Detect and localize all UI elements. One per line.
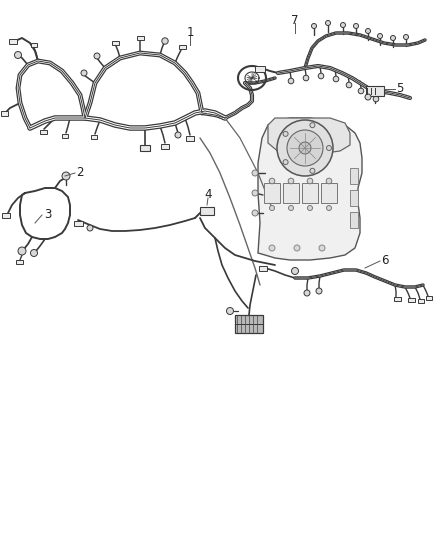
Circle shape [391, 36, 396, 41]
Circle shape [62, 172, 70, 180]
Bar [2, 213, 10, 217]
Bar [15, 260, 22, 264]
Bar [112, 41, 119, 45]
Circle shape [277, 120, 333, 176]
Text: 5: 5 [396, 83, 404, 95]
Bar [259, 265, 267, 271]
Circle shape [326, 146, 332, 150]
Circle shape [288, 178, 294, 184]
Circle shape [175, 132, 181, 138]
Bar [91, 135, 97, 139]
Circle shape [326, 178, 332, 184]
Circle shape [319, 245, 325, 251]
Circle shape [403, 35, 409, 39]
Circle shape [311, 23, 317, 28]
Circle shape [14, 52, 21, 59]
Circle shape [292, 268, 299, 274]
Circle shape [269, 206, 275, 211]
Circle shape [326, 206, 332, 211]
Circle shape [353, 23, 358, 28]
Bar [321, 183, 337, 203]
Bar [186, 135, 194, 141]
Circle shape [325, 20, 331, 26]
Circle shape [346, 82, 352, 88]
Circle shape [18, 247, 26, 255]
Circle shape [252, 190, 258, 196]
Circle shape [283, 159, 288, 165]
Circle shape [307, 206, 312, 211]
Bar [235, 315, 263, 333]
Text: 6: 6 [381, 254, 389, 268]
Bar [255, 66, 265, 72]
Bar [302, 183, 318, 203]
Circle shape [358, 88, 364, 94]
Bar [366, 86, 384, 96]
Bar [31, 43, 37, 47]
Bar [350, 212, 358, 228]
Circle shape [299, 142, 311, 154]
Bar [140, 145, 150, 151]
Polygon shape [268, 118, 350, 155]
Circle shape [310, 168, 315, 173]
Circle shape [303, 75, 309, 81]
Bar [179, 45, 186, 49]
Bar [418, 299, 424, 303]
Circle shape [31, 249, 38, 256]
Circle shape [304, 290, 310, 296]
Circle shape [94, 53, 100, 59]
Text: 2: 2 [76, 166, 84, 180]
Circle shape [81, 70, 87, 76]
Text: 4: 4 [204, 189, 212, 201]
Bar [264, 183, 280, 203]
Bar [0, 110, 7, 116]
Circle shape [365, 94, 371, 100]
Circle shape [287, 130, 323, 166]
Circle shape [162, 38, 168, 44]
Circle shape [288, 78, 294, 84]
Bar [74, 221, 82, 225]
Circle shape [310, 123, 315, 128]
Bar [350, 190, 358, 206]
Circle shape [378, 34, 382, 38]
Circle shape [333, 76, 339, 82]
Polygon shape [258, 118, 362, 260]
Bar [62, 134, 68, 138]
Circle shape [87, 225, 93, 231]
Circle shape [226, 308, 233, 314]
Bar [161, 143, 169, 149]
Circle shape [269, 178, 275, 184]
Text: 7: 7 [291, 13, 299, 27]
Circle shape [283, 132, 288, 136]
Circle shape [289, 206, 293, 211]
Bar [407, 298, 414, 302]
Bar [426, 296, 432, 300]
Circle shape [294, 245, 300, 251]
Bar [137, 36, 144, 40]
Circle shape [307, 178, 313, 184]
Text: 1: 1 [186, 27, 194, 39]
Circle shape [365, 28, 371, 34]
Circle shape [252, 170, 258, 176]
Circle shape [340, 22, 346, 28]
Bar [393, 297, 400, 301]
Bar [283, 183, 299, 203]
Circle shape [252, 210, 258, 216]
Bar [39, 130, 46, 134]
Bar [200, 207, 214, 215]
Circle shape [269, 245, 275, 251]
Circle shape [316, 288, 322, 294]
Circle shape [318, 73, 324, 79]
Bar [350, 168, 358, 184]
Bar [9, 38, 17, 44]
Circle shape [373, 96, 379, 102]
Text: 3: 3 [44, 208, 52, 222]
